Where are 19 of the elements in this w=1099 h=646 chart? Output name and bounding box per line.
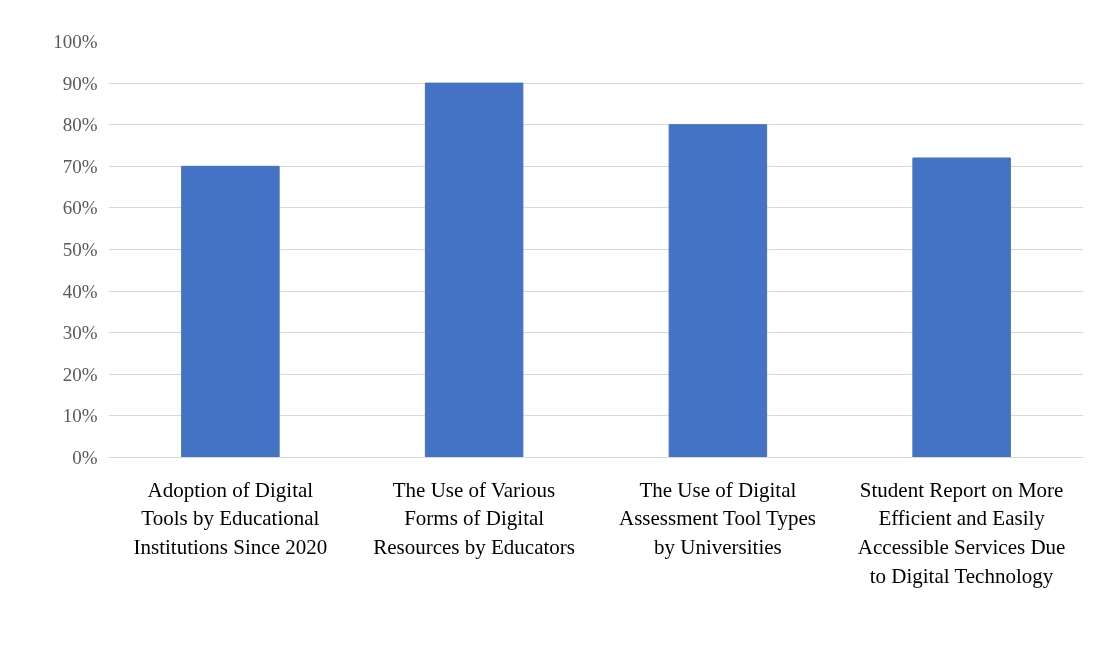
bar <box>668 124 768 458</box>
y-tick-label: 70% <box>62 155 98 177</box>
y-tick-label: 80% <box>62 114 98 136</box>
x-tick-label: Adoption of Digital Tools by Educational Institutions Since 2020 <box>133 477 328 560</box>
y-tick-label: 40% <box>62 280 98 302</box>
bar <box>912 157 1011 458</box>
y-tick-label: 90% <box>62 72 98 94</box>
y-tick-label: 100% <box>53 31 98 52</box>
x-tick-label: The Use of Various Forms of Digital Resources by Educators <box>373 477 576 560</box>
y-tick-label: 20% <box>62 363 98 385</box>
y-tick-label: 60% <box>62 197 98 219</box>
y-tick-label: 50% <box>62 239 98 260</box>
y-tick-label: 30% <box>62 322 98 344</box>
bar <box>424 82 524 458</box>
x-tick-label: The Use of Digital Assessment Tool Types by Universities <box>619 477 816 560</box>
x-tick-label: Student Report on More Efficient and Easily Accessible Services Due to Digital Technology <box>857 477 1066 588</box>
y-tick-label: 0% <box>72 447 98 468</box>
bar <box>181 165 280 458</box>
y-tick-label: 10% <box>62 405 98 427</box>
